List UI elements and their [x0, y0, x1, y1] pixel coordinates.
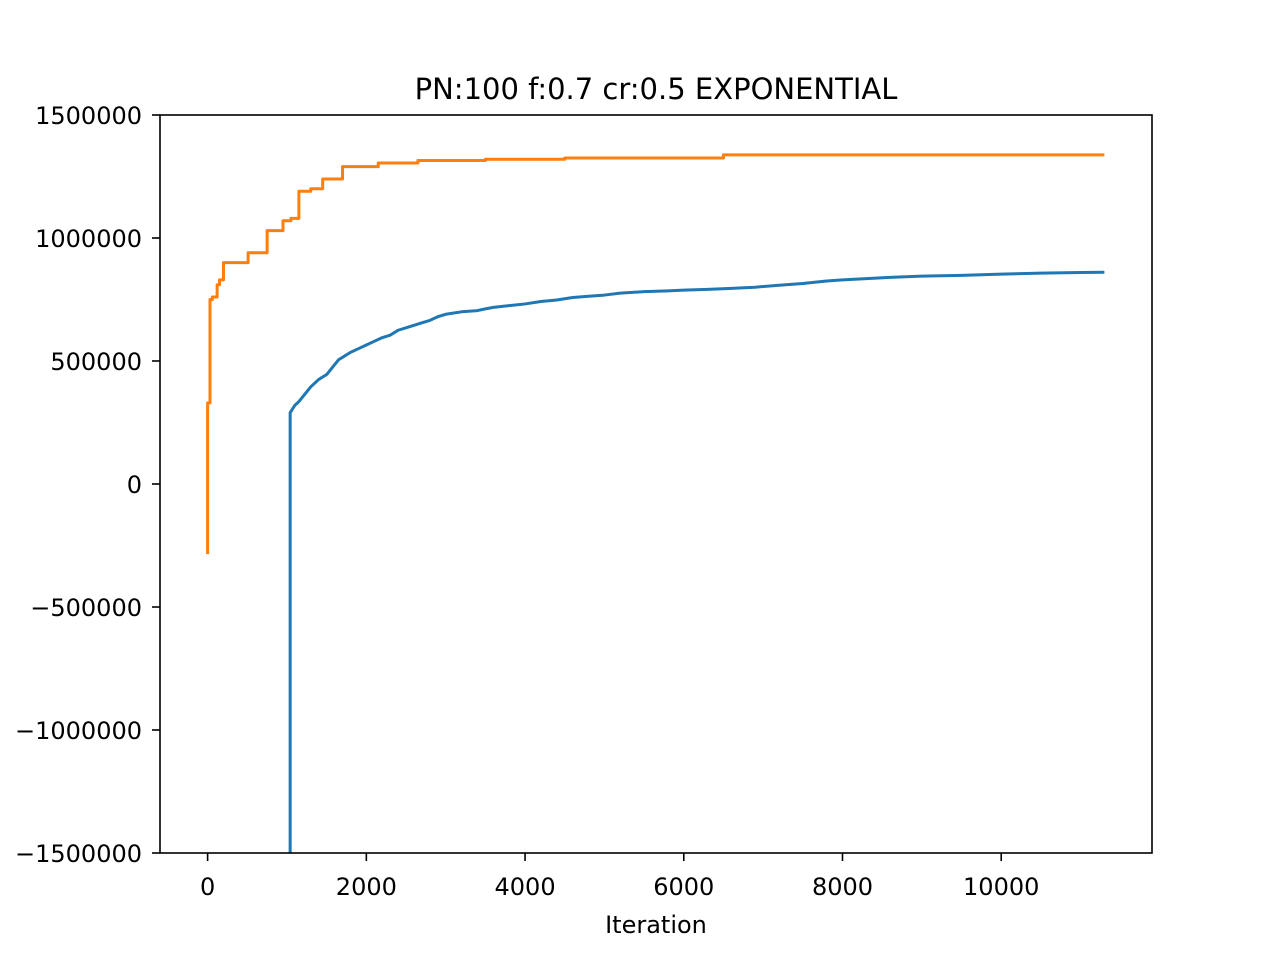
- y-tick-label: 1000000: [35, 225, 142, 253]
- x-axis-label: Iteration: [605, 911, 707, 939]
- y-tick-label: 500000: [50, 348, 142, 376]
- y-tick-label: −500000: [30, 594, 142, 622]
- y-tick-label: 1500000: [35, 102, 142, 130]
- y-tick-label: 0: [127, 471, 142, 499]
- series-2-line: [206, 153, 1105, 555]
- series-layer: [206, 153, 1105, 853]
- series-1-line: [288, 270, 1105, 853]
- x-tick-label: 10000: [963, 873, 1039, 901]
- y-tick-label: −1000000: [15, 717, 142, 745]
- x-axis: 0 2000 4000 6000 8000 10000: [200, 853, 1039, 901]
- y-axis: −1500000 −1000000 −500000 0 500000 1000000 150…: [15, 102, 160, 868]
- chart-title: PN:100 f:0.7 cr:0.5 EXPONENTIAL: [415, 72, 898, 106]
- x-tick-label: 0: [200, 873, 215, 901]
- x-tick-label: 2000: [336, 873, 397, 901]
- y-tick-label: −1500000: [15, 840, 142, 868]
- x-tick-label: 6000: [653, 873, 714, 901]
- x-tick-label: 4000: [495, 873, 556, 901]
- x-tick-label: 8000: [812, 873, 873, 901]
